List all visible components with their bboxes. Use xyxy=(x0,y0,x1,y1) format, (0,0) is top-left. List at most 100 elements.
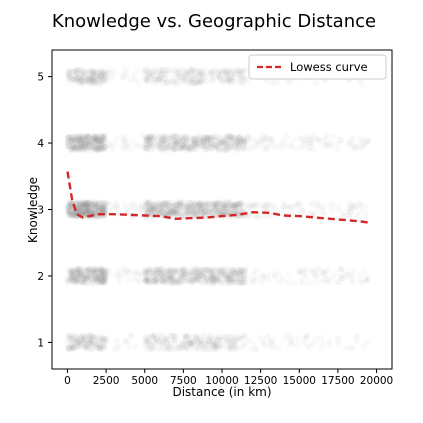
scatter-point xyxy=(70,273,78,280)
x-tick-label: 2500 xyxy=(93,375,120,387)
scatter-point xyxy=(201,343,208,351)
scatter-point xyxy=(161,199,169,206)
scatter-point xyxy=(169,332,176,340)
scatter-point xyxy=(213,341,220,349)
scatter-point xyxy=(201,206,208,214)
scatter-point xyxy=(248,203,255,210)
scatter-point xyxy=(269,345,277,352)
scatter-point xyxy=(79,272,87,279)
scatter-point xyxy=(198,205,205,212)
scatter-point xyxy=(93,342,100,349)
scatter-point xyxy=(68,268,76,275)
scatter-point xyxy=(78,341,85,348)
scatter-point xyxy=(210,279,218,286)
scatter-point xyxy=(179,274,187,281)
scatter-point xyxy=(65,201,73,208)
scatter-point xyxy=(170,277,177,285)
scatter-point xyxy=(83,279,90,287)
scatter-point xyxy=(167,278,174,285)
scatter-point xyxy=(264,334,272,341)
scatter-point xyxy=(169,275,177,282)
scatter-point xyxy=(135,278,143,285)
scatter-point xyxy=(289,212,296,220)
scatter-point xyxy=(160,275,167,282)
scatter-point xyxy=(87,209,94,216)
scatter-point xyxy=(203,205,210,212)
scatter-point xyxy=(259,213,267,220)
scatter-point xyxy=(100,272,108,279)
scatter-point xyxy=(211,266,218,273)
scatter-point xyxy=(280,202,287,210)
scatter-point xyxy=(160,200,167,207)
scatter-point xyxy=(99,343,107,350)
scatter-point xyxy=(237,275,244,282)
scatter-point xyxy=(232,208,239,215)
scatter-point xyxy=(215,268,222,275)
scatter-point xyxy=(174,278,182,286)
scatter-point xyxy=(209,275,216,283)
scatter-point xyxy=(75,273,83,280)
scatter-point xyxy=(212,276,219,283)
scatter-point xyxy=(250,277,257,285)
scatter-point xyxy=(222,142,230,149)
scatter-point xyxy=(199,345,207,353)
scatter-point xyxy=(113,271,120,278)
scatter-point xyxy=(182,333,189,340)
scatter-point xyxy=(287,341,294,348)
scatter-point xyxy=(275,269,282,277)
scatter-point xyxy=(92,265,99,273)
scatter-point xyxy=(85,274,92,281)
scatter-point xyxy=(179,339,186,346)
scatter-point xyxy=(186,345,193,353)
scatter-point xyxy=(67,270,75,277)
scatter-point xyxy=(335,340,342,347)
scatter-point xyxy=(160,265,167,272)
scatter-point xyxy=(88,203,95,210)
scatter-point xyxy=(196,203,203,210)
scatter-point xyxy=(92,267,99,275)
scatter-point xyxy=(127,147,134,154)
scatter-point xyxy=(86,265,93,273)
scatter-point xyxy=(227,278,234,285)
scatter-point xyxy=(171,210,179,217)
scatter-point xyxy=(91,266,99,273)
scatter-point xyxy=(235,200,243,207)
scatter-point xyxy=(76,203,83,210)
scatter-point xyxy=(183,266,190,273)
scatter-point xyxy=(177,278,185,285)
scatter-point xyxy=(78,335,86,342)
scatter-point xyxy=(76,268,83,276)
scatter-point xyxy=(230,276,238,283)
scatter-point xyxy=(152,272,159,279)
scatter-point xyxy=(325,338,333,345)
scatter-point xyxy=(227,271,234,279)
scatter-point xyxy=(229,66,237,73)
scatter-point xyxy=(135,203,142,210)
scatter-point xyxy=(66,269,74,276)
scatter-point xyxy=(90,270,97,277)
scatter-point xyxy=(100,338,108,345)
scatter-point xyxy=(212,201,219,208)
scatter-point xyxy=(314,201,322,208)
scatter-point xyxy=(227,342,235,349)
scatter-point xyxy=(345,271,352,278)
scatter-point xyxy=(102,267,109,274)
scatter-point xyxy=(161,74,168,82)
scatter-point xyxy=(194,68,202,75)
scatter-point xyxy=(98,270,106,277)
scatter-point xyxy=(353,337,360,345)
scatter-point xyxy=(74,339,81,346)
scatter-point xyxy=(150,205,157,212)
scatter-point xyxy=(190,341,197,349)
scatter-point xyxy=(84,275,91,282)
scatter-point xyxy=(281,204,288,211)
scatter-point xyxy=(91,273,98,280)
scatter-point xyxy=(240,274,248,282)
scatter-point xyxy=(150,278,157,285)
scatter-point xyxy=(310,268,317,275)
scatter-point xyxy=(164,342,171,349)
scatter-point xyxy=(155,273,162,281)
scatter-point xyxy=(70,266,77,273)
scatter-point xyxy=(177,199,184,207)
scatter-point xyxy=(248,276,255,283)
